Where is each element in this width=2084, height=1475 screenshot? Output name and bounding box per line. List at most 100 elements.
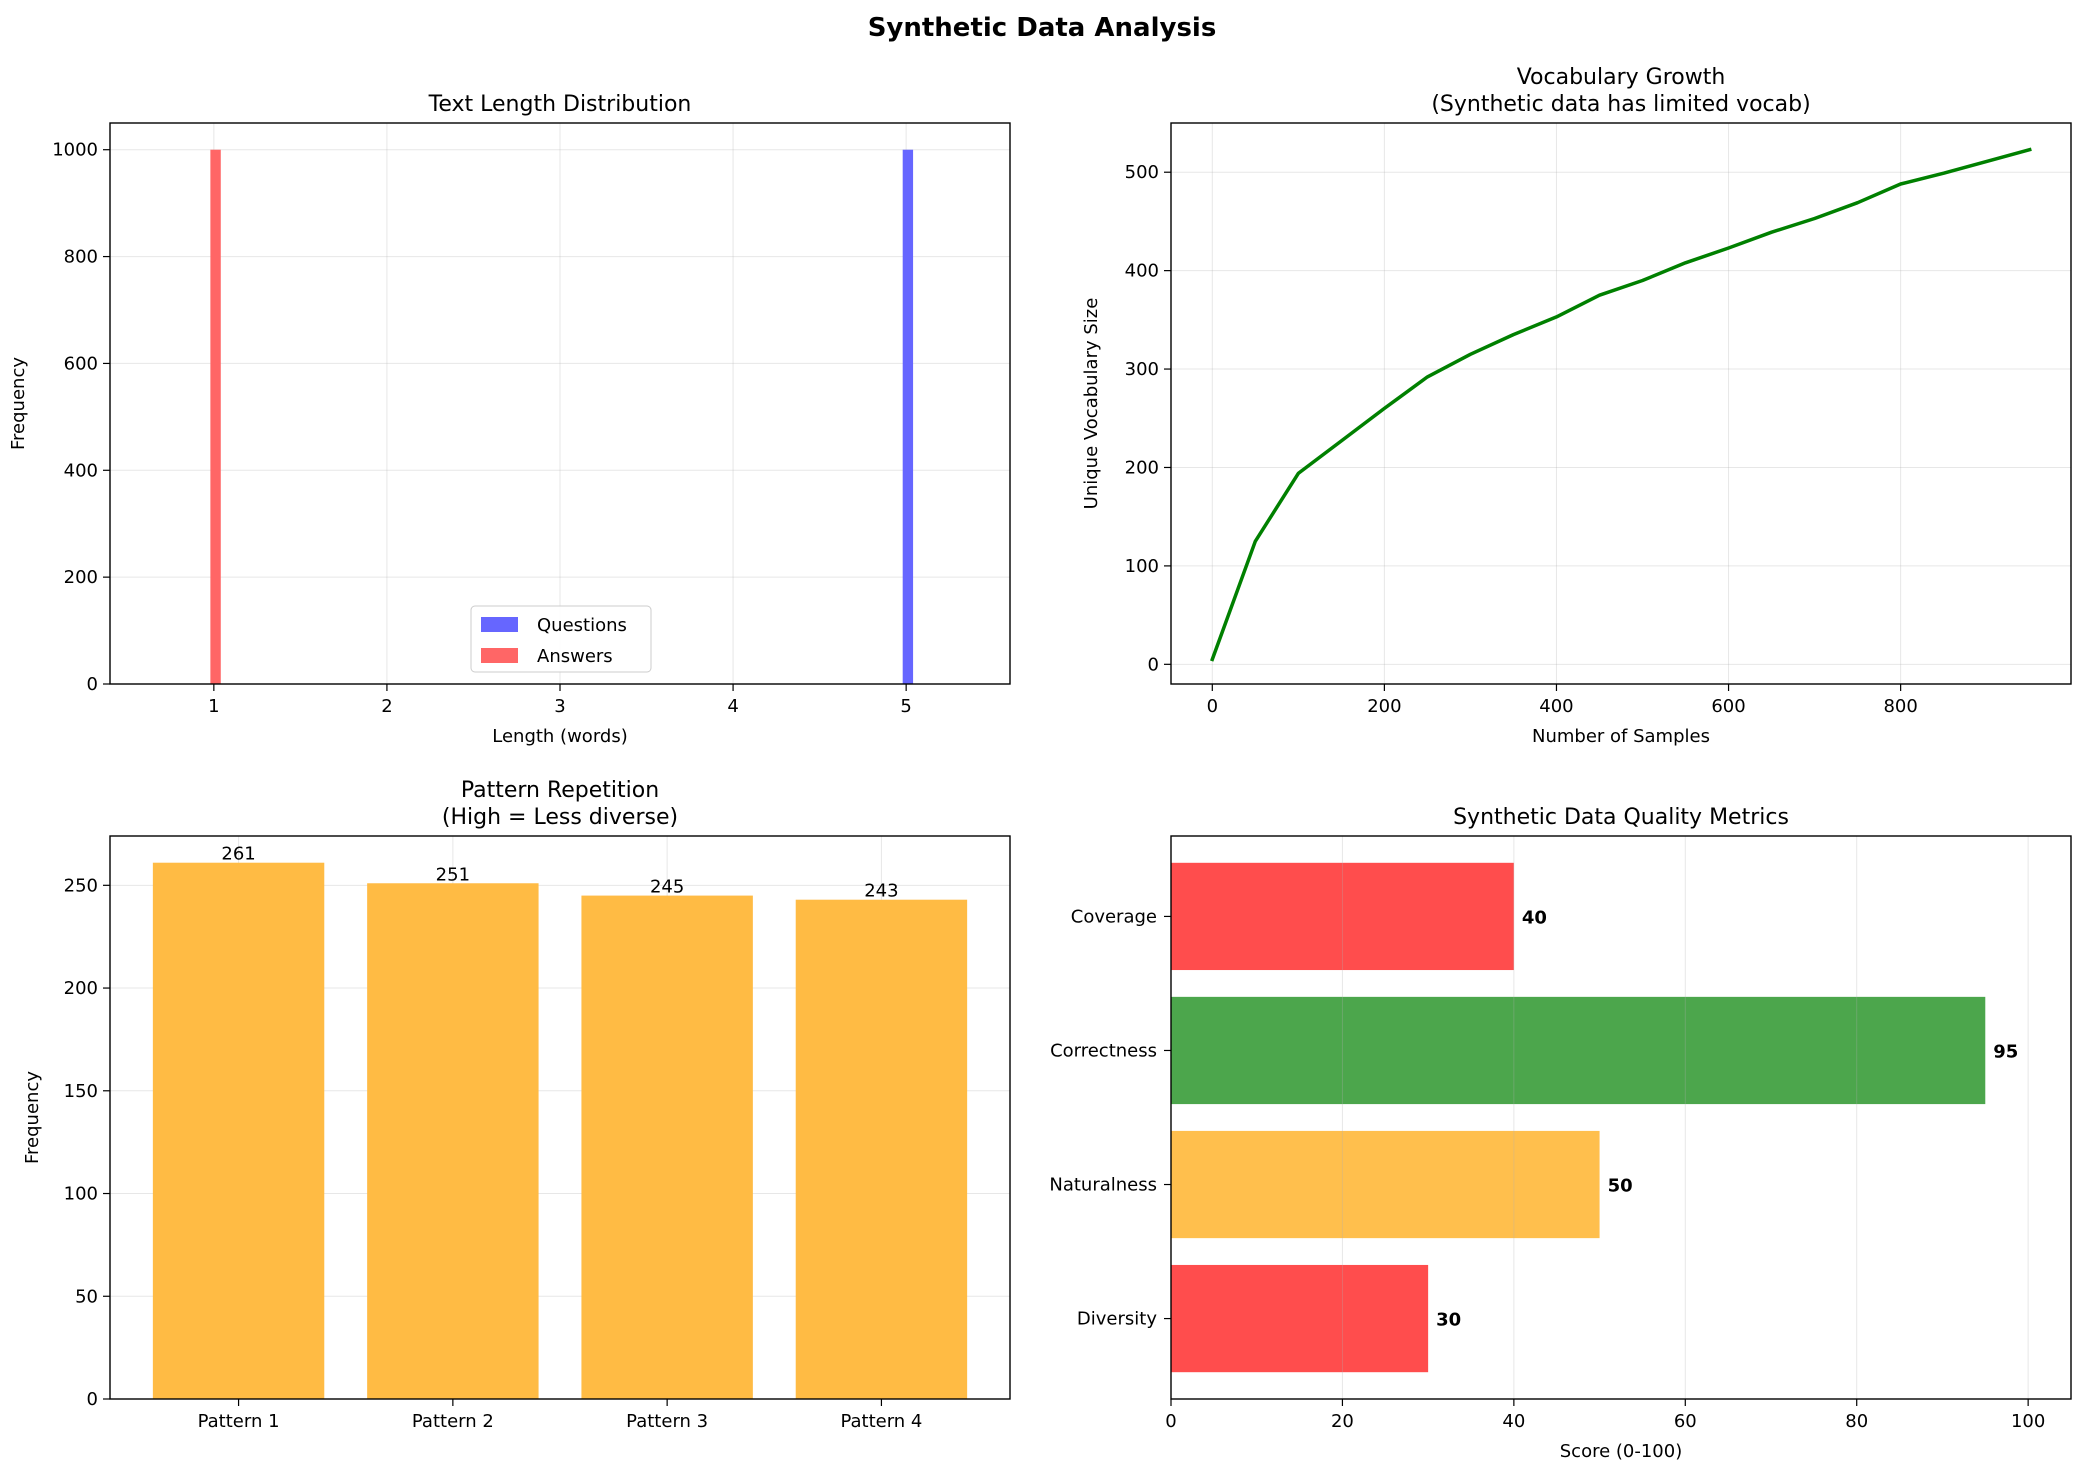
quality-metrics-xtick-label: 40 bbox=[1502, 1411, 1525, 1432]
vocab-growth-xtick-label: 200 bbox=[1367, 696, 1401, 717]
quality-metrics-ytick-label: Coverage bbox=[1071, 906, 1157, 927]
vocab-growth-ylabel: Unique Vocabulary Size bbox=[1081, 298, 1102, 510]
text-length-ytick-label: 800 bbox=[64, 247, 98, 268]
pattern-repetition-ytick-label: 250 bbox=[64, 875, 98, 896]
quality-metrics-data-label: 50 bbox=[1608, 1176, 1633, 1197]
vocab-growth-xtick-label: 0 bbox=[1207, 696, 1218, 717]
text-length-legend-label-questions: Questions bbox=[537, 615, 627, 636]
pattern-repetition-xtick-label: Pattern 4 bbox=[840, 1411, 922, 1432]
text-length-xtick-label: 5 bbox=[900, 696, 911, 717]
vocab-growth-ytick-label: 200 bbox=[1125, 457, 1159, 478]
vocab-growth-xtick-label: 600 bbox=[1711, 696, 1745, 717]
pattern-repetition-axes: 261 251 245 243 0 50 100 150 200 250 Pattern 1 Patt… bbox=[22, 778, 1011, 1432]
pattern-repetition-bar bbox=[152, 862, 325, 1399]
quality-metrics-ytick-label: Naturalness bbox=[1049, 1175, 1157, 1196]
pattern-repetition-ytick-label: 100 bbox=[64, 1184, 98, 1205]
text-length-legend: Questions Answers bbox=[470, 605, 652, 673]
vocab-growth-axes: 0 200 400 600 800 0 100 200 300 400 500 Vocabulary … bbox=[1081, 65, 2072, 747]
pattern-repetition-ytick-label: 200 bbox=[64, 978, 98, 999]
text-length-legend-label-answers: Answers bbox=[537, 646, 613, 667]
text-length-ytick-label: 400 bbox=[64, 460, 98, 481]
text-length-ytick-label: 600 bbox=[64, 353, 98, 374]
quality-metrics-ytick-label: Diversity bbox=[1077, 1309, 1157, 1330]
quality-metrics-xtick-label: 20 bbox=[1331, 1411, 1354, 1432]
pattern-repetition-data-label: 243 bbox=[864, 881, 898, 902]
pattern-repetition-spines bbox=[109, 835, 1011, 1400]
text-length-title: Text Length Distribution bbox=[428, 92, 692, 117]
quality-metrics-data-label: 40 bbox=[1522, 907, 1547, 928]
pattern-repetition-xtick-label: Pattern 2 bbox=[412, 1411, 494, 1432]
pattern-repetition-xtick-label: Pattern 3 bbox=[626, 1411, 708, 1432]
quality-metrics-xtick-label: 0 bbox=[1165, 1411, 1176, 1432]
pattern-repetition-bar bbox=[367, 883, 539, 1399]
vocab-growth-spines bbox=[1170, 122, 2072, 685]
pattern-repetition-title-line-2: (High = Less diverse) bbox=[442, 805, 678, 830]
vocab-growth-xtick-label: 400 bbox=[1539, 696, 1573, 717]
vocab-growth-title-line-2: (Synthetic data has limited vocab) bbox=[1431, 92, 1810, 117]
text-length-xtick-label: 2 bbox=[381, 696, 392, 717]
text-length-xtick-label: 4 bbox=[727, 696, 738, 717]
text-length-marks bbox=[210, 149, 914, 684]
quality-metrics-spines bbox=[1170, 835, 2072, 1400]
vocab-growth-title-line-1: Vocabulary Growth bbox=[1517, 65, 1726, 90]
pattern-repetition-ylabel: Frequency bbox=[22, 1071, 43, 1164]
text-length-axes: 1 2 3 4 5 0 200 400 600 800 1000 Text Length Distri… bbox=[8, 92, 1011, 747]
quality-metrics-bar bbox=[1171, 1130, 1600, 1239]
vocab-growth-plot-area bbox=[1171, 123, 2071, 684]
text-length-xlabel: Length (words) bbox=[492, 726, 627, 747]
quality-metrics-xtick-label: 100 bbox=[2011, 1411, 2045, 1432]
vocab-growth-line bbox=[1210, 147, 2032, 662]
vocab-growth-ticks: 0 200 400 600 800 0 100 200 300 400 500 bbox=[1125, 162, 1918, 717]
vocab-growth-ytick-label: 0 bbox=[1148, 654, 1159, 675]
vocab-growth-marks bbox=[1210, 147, 2032, 662]
pattern-repetition-ytick-label: 0 bbox=[87, 1389, 98, 1410]
quality-metrics-marks: 40 95 50 30 bbox=[1171, 862, 2018, 1373]
quality-metrics-data-label: 95 bbox=[1993, 1041, 2018, 1062]
pattern-repetition-ytick-label: 50 bbox=[75, 1286, 98, 1307]
text-length-ytick-label: 0 bbox=[87, 674, 98, 695]
text-length-ytick-label: 1000 bbox=[52, 140, 98, 161]
pattern-repetition-bar bbox=[581, 895, 753, 1399]
pattern-repetition-data-label: 261 bbox=[221, 844, 255, 865]
quality-metrics-data-label: 30 bbox=[1436, 1310, 1461, 1331]
pattern-repetition-title-line-1: Pattern Repetition bbox=[461, 778, 659, 803]
text-length-legend-swatch-answers bbox=[481, 648, 518, 663]
vocab-growth-xtick-label: 800 bbox=[1883, 696, 1917, 717]
pattern-repetition-bar bbox=[795, 899, 968, 1399]
text-length-bar-questions bbox=[902, 149, 914, 684]
quality-metrics-xtick-label: 80 bbox=[1845, 1411, 1868, 1432]
text-length-ticks: 1 2 3 4 5 0 200 400 600 800 1000 bbox=[52, 140, 912, 717]
quality-metrics-bar bbox=[1171, 1264, 1429, 1373]
pattern-repetition-ticks: 0 50 100 150 200 250 Pattern 1 Pattern 2 Pattern… bbox=[64, 875, 923, 1432]
quality-metrics-bar bbox=[1171, 862, 1514, 971]
text-length-grid bbox=[110, 123, 1010, 685]
pattern-repetition-data-label: 245 bbox=[650, 877, 684, 898]
text-length-plot-area bbox=[110, 123, 1010, 684]
text-length-xtick-label: 3 bbox=[554, 696, 565, 717]
vocab-growth-grid bbox=[1171, 123, 2071, 684]
quality-metrics-axes: 40 95 50 30 0 20 40 60 80 100 Coverage Correctness N… bbox=[1049, 805, 2072, 1462]
pattern-repetition-marks: 261 251 245 243 bbox=[152, 844, 968, 1399]
text-length-xtick-label: 1 bbox=[208, 696, 219, 717]
figure-title: Synthetic Data Analysis bbox=[868, 13, 1217, 43]
text-length-ylabel: Frequency bbox=[8, 357, 29, 450]
pattern-repetition-xtick-label: Pattern 1 bbox=[198, 1411, 280, 1432]
quality-metrics-title: Synthetic Data Quality Metrics bbox=[1453, 805, 1789, 830]
vocab-growth-ytick-label: 100 bbox=[1125, 556, 1159, 577]
quality-metrics-ticks: 0 20 40 60 80 100 Coverage Correctness Naturalne… bbox=[1049, 906, 2045, 1432]
pattern-repetition-ytick-label: 150 bbox=[64, 1081, 98, 1102]
vocab-growth-ytick-label: 300 bbox=[1125, 359, 1159, 380]
text-length-legend-swatch-questions bbox=[481, 617, 518, 632]
quality-metrics-xlabel: Score (0-100) bbox=[1560, 1441, 1682, 1462]
text-length-ytick-label: 200 bbox=[64, 567, 98, 588]
text-length-bar-answers bbox=[210, 149, 221, 684]
quality-metrics-xtick-label: 60 bbox=[1674, 1411, 1697, 1432]
quality-metrics-bar bbox=[1171, 996, 1986, 1105]
vocab-growth-ytick-label: 500 bbox=[1125, 162, 1159, 183]
vocab-growth-ytick-label: 400 bbox=[1125, 261, 1159, 282]
pattern-repetition-data-label: 251 bbox=[436, 864, 470, 885]
quality-metrics-ytick-label: Correctness bbox=[1050, 1040, 1157, 1061]
text-length-spines bbox=[109, 122, 1011, 685]
vocab-growth-xlabel: Number of Samples bbox=[1532, 726, 1710, 747]
